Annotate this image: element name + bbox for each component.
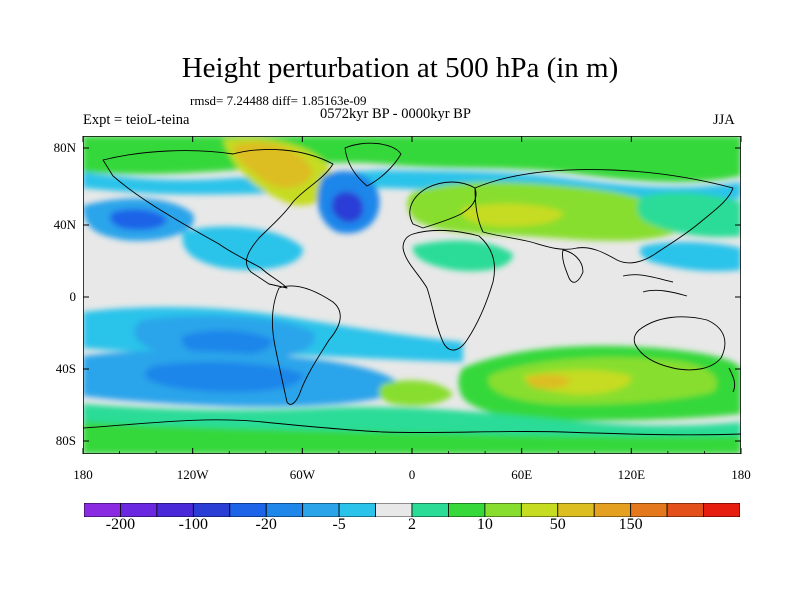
colorbar-swatch	[120, 503, 158, 517]
colorbar-swatch	[630, 503, 668, 517]
south-indian-high-core	[526, 374, 571, 389]
coastlines	[83, 142, 741, 436]
antarctica-outline	[83, 419, 741, 436]
colorbar-swatch	[338, 503, 376, 517]
lon-tick-label: 120E	[618, 467, 646, 482]
australia-outline	[633, 316, 726, 371]
southeast-pacific-low-core	[145, 361, 304, 393]
colorbar-swatch	[484, 503, 522, 517]
colorbar-label: -20	[255, 516, 277, 533]
lat-tick-label: 80N	[54, 140, 77, 155]
colorbar-swatch	[375, 503, 413, 517]
colorbar-swatch	[302, 503, 340, 517]
lon-tick-label: 180	[731, 467, 751, 482]
lat-tick-label: 0	[70, 289, 77, 304]
colorbar-swatch	[593, 503, 632, 517]
atlantic-low-core	[331, 191, 364, 223]
lon-tick-label: 120W	[177, 467, 210, 482]
colorbar-swatch	[192, 503, 231, 517]
greenland-high	[233, 142, 313, 188]
new-zealand-outline	[728, 367, 736, 393]
colorbar-swatch	[229, 503, 267, 517]
colorbar-swatch	[666, 503, 704, 517]
east-asia-positive	[637, 192, 741, 238]
lon-tick-label: 180	[73, 467, 93, 482]
colorbar-swatch	[703, 503, 740, 517]
west-pacific-cyan	[639, 242, 741, 272]
experiment-label: Expt = teioL-teina	[83, 112, 190, 128]
south-america-outline	[271, 285, 341, 405]
lon-tick-label: 0	[409, 467, 416, 482]
colorbar-swatch	[520, 503, 559, 517]
colorbar-swatch	[265, 503, 304, 517]
south-atlantic-positive	[378, 380, 453, 406]
colorbar-swatch	[411, 503, 449, 517]
eurasia-high-core	[461, 203, 563, 227]
north-america-outline	[102, 148, 334, 289]
south-pacific-low-center	[181, 330, 273, 357]
colorbar-label: -5	[332, 516, 346, 533]
lon-tick-label: 60E	[511, 467, 532, 482]
map-plot	[83, 136, 741, 454]
colorbar-label: 2	[408, 516, 416, 533]
tropical-green-band	[412, 240, 513, 272]
period-label: 0572kyr BP - 0000kyr BP	[320, 106, 471, 122]
lat-tick-label: 40S	[56, 361, 76, 376]
lat-tick-label: 40N	[54, 217, 77, 232]
africa-outline	[402, 229, 495, 351]
antarctic-green	[83, 422, 741, 454]
colorbar-swatch	[448, 503, 486, 517]
colorbar-swatch	[156, 503, 194, 517]
lon-tick-label: 60W	[290, 467, 316, 482]
greenland-outline	[344, 142, 402, 187]
north-pacific-low-core	[110, 209, 167, 230]
southeast-asia-islands-outline	[622, 274, 688, 297]
colorbar-swatch	[84, 503, 121, 517]
colorbar	[84, 503, 740, 517]
season-label: JJA	[713, 112, 735, 128]
east-pacific-cyan	[182, 226, 304, 270]
stats-subtitle: rmsd= 7.24488 diff= 1.85163e-09	[190, 93, 367, 108]
colorbar-swatch	[557, 503, 595, 517]
colorbar-label: 10	[476, 516, 493, 533]
colorbar-label: -100	[178, 516, 208, 533]
lat-tick-label: 80S	[56, 433, 76, 448]
colorbar-label: 50	[549, 516, 566, 533]
colorbar-label: -200	[105, 516, 136, 533]
chart-title: Height perturbation at 500 hPa (in m)	[181, 52, 619, 84]
asia-outline	[474, 169, 734, 264]
india-outline	[562, 249, 584, 283]
colorbar-label: 150	[618, 516, 643, 533]
